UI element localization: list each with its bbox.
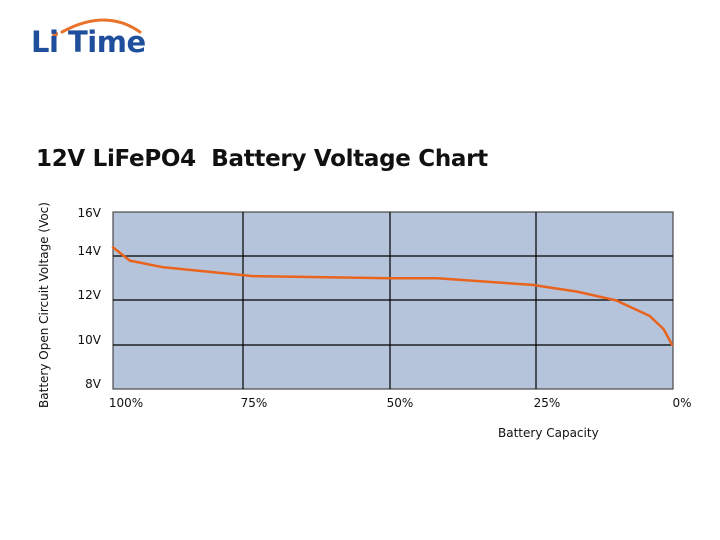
voltage-curve [111, 246, 674, 346]
x-axis-label: Battery Capacity [498, 426, 599, 440]
x-tick-100: 100% [108, 396, 144, 410]
x-tick-75: 75% [240, 396, 268, 410]
logo-text: Li Time [31, 25, 146, 59]
y-tick-10v: 10V [77, 333, 101, 347]
x-tick-0: 0% [672, 396, 692, 410]
y-tick-14v: 14V [77, 244, 101, 258]
chart-title: 12V LiFePO4 Battery Voltage Chart [36, 146, 488, 172]
y-tick-8v: 8V [85, 377, 101, 391]
logo-arc-icon [52, 18, 142, 37]
y-axis-label: Battery Open Circuit Voltage (Voc) [37, 202, 51, 408]
x-tick-25: 25% [533, 396, 561, 410]
y-tick-16v: 16V [77, 206, 101, 220]
x-tick-50: 50% [386, 396, 414, 410]
brand-logo: Li Time [28, 14, 158, 64]
y-tick-12v: 12V [77, 288, 101, 302]
grid-lines [113, 212, 673, 389]
